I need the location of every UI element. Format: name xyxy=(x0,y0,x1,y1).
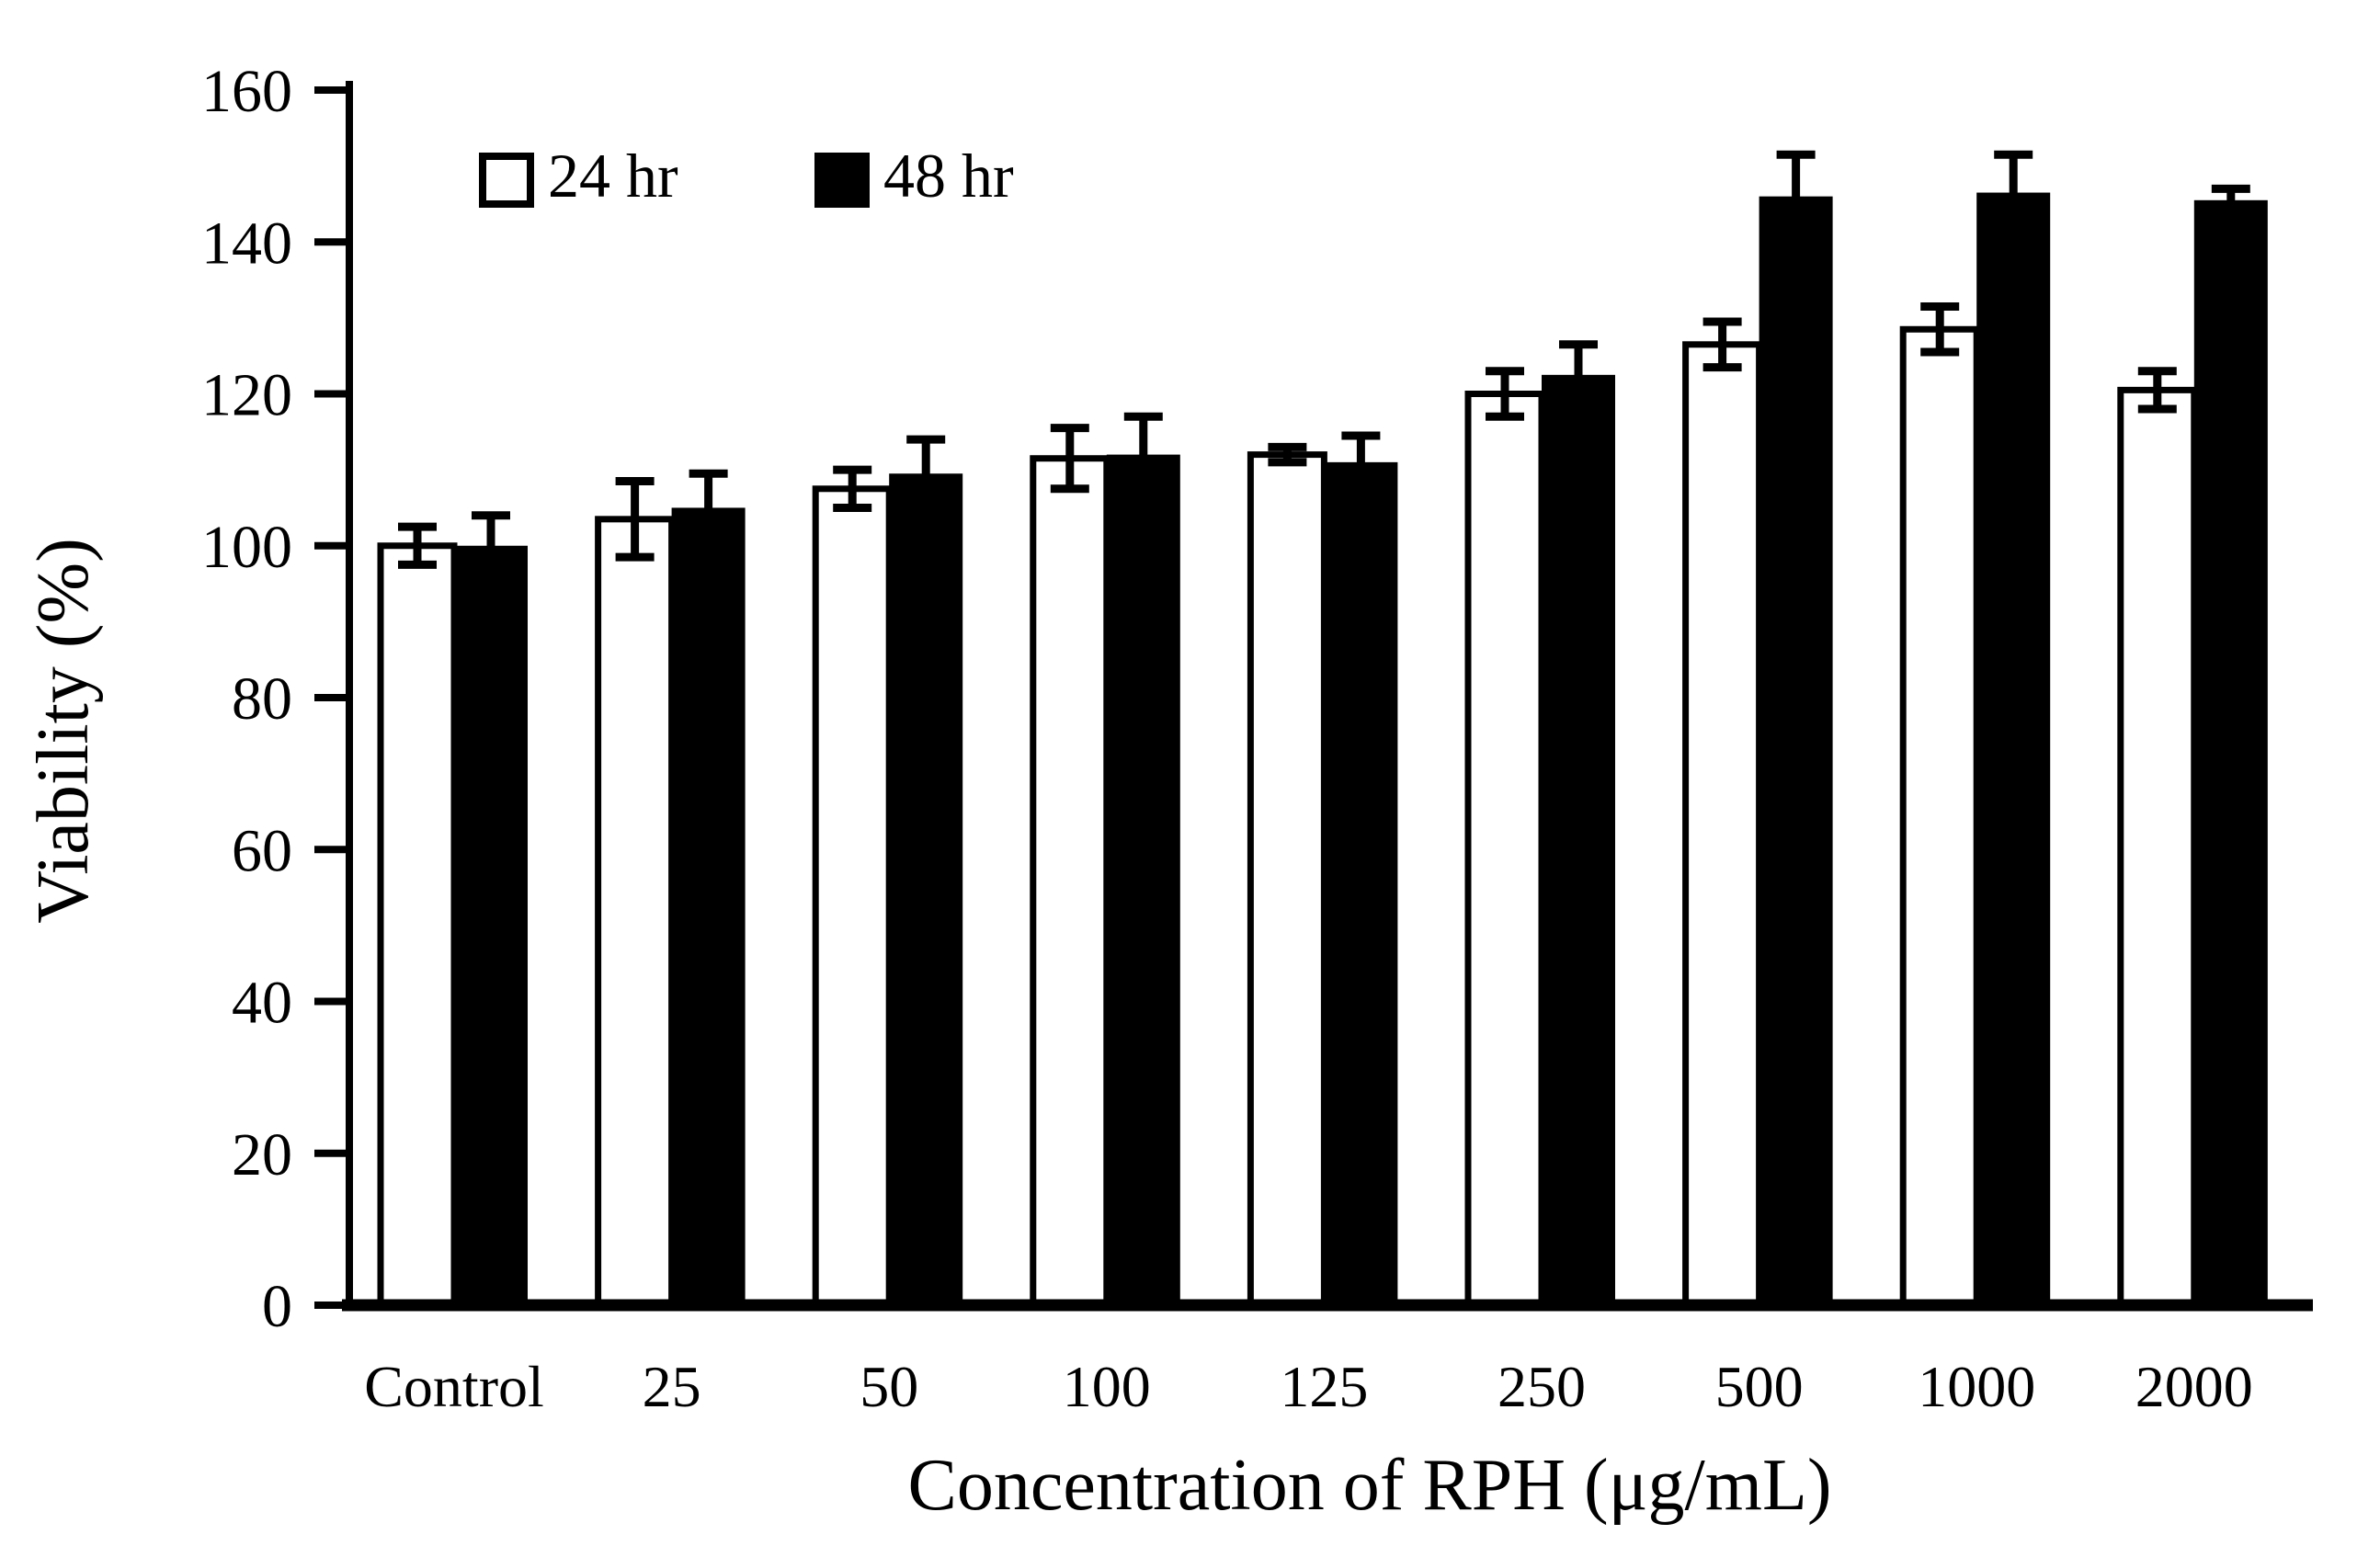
y-tick-label-0: 0 xyxy=(262,1273,292,1340)
bar-group-25 xyxy=(595,469,746,1309)
bar-group-100 xyxy=(1030,412,1180,1309)
bar-48hr-125 xyxy=(1324,461,1398,1305)
bar-48hr-50 xyxy=(889,473,963,1305)
bar-48hr-2000 xyxy=(2193,199,2268,1305)
bar-48hr-25 xyxy=(671,507,746,1305)
bar-24hr-100 xyxy=(1030,455,1110,1309)
y-tick-label-60: 60 xyxy=(232,817,292,884)
y-tick-label-160: 160 xyxy=(201,58,292,125)
errorbar-24hr-25 xyxy=(615,477,655,562)
legend: 24 hr 48 hr xyxy=(479,141,1014,210)
errorbar-48hr-1000 xyxy=(1994,150,2033,235)
bar-24hr-50 xyxy=(812,485,893,1309)
bar-group-control xyxy=(377,511,528,1309)
y-axis-title: Viability (%) xyxy=(23,538,104,924)
errorbar-48hr-500 xyxy=(1776,150,1816,243)
errorbar-48hr-50 xyxy=(906,435,946,512)
bar-group-250 xyxy=(1464,340,1615,1309)
errorbar-24hr-control xyxy=(398,522,437,569)
y-tick-label-80: 80 xyxy=(232,665,292,733)
x-tick-label-25: 25 xyxy=(643,1354,701,1419)
bar-group-125 xyxy=(1247,431,1398,1309)
y-tick-label-120: 120 xyxy=(201,362,292,429)
y-tick-label-140: 140 xyxy=(201,210,292,277)
plot-area xyxy=(377,150,2268,1309)
x-tick-label-250: 250 xyxy=(1497,1354,1586,1419)
legend-label-48hr: 48 hr xyxy=(883,141,1014,210)
x-tick-label-100: 100 xyxy=(1063,1354,1151,1419)
errorbar-24hr-250 xyxy=(1486,367,1524,421)
y-tick-label-40: 40 xyxy=(232,970,292,1037)
bar-48hr-250 xyxy=(1542,374,1615,1305)
bar-24hr-control xyxy=(377,542,458,1309)
bar-48hr-1000 xyxy=(1976,192,2051,1306)
errorbar-48hr-2000 xyxy=(2211,184,2250,216)
bar-24hr-250 xyxy=(1464,391,1545,1309)
bar-24hr-2000 xyxy=(2117,386,2198,1309)
x-tick-label-125: 125 xyxy=(1280,1354,1368,1419)
bar-group-500 xyxy=(1682,150,1833,1309)
legend-swatch-24hr xyxy=(479,153,534,208)
errorbar-48hr-25 xyxy=(689,469,728,547)
errorbar-48hr-control xyxy=(472,511,510,581)
legend-label-24hr: 24 hr xyxy=(548,141,678,210)
bar-48hr-100 xyxy=(1106,454,1180,1306)
bar-24hr-25 xyxy=(595,516,676,1309)
bar-48hr-control xyxy=(454,545,528,1305)
y-tick-label-20: 20 xyxy=(232,1121,292,1188)
y-tick-label-100: 100 xyxy=(201,514,292,581)
bar-24hr-125 xyxy=(1247,451,1327,1309)
bar-group-50 xyxy=(812,435,963,1309)
bar-24hr-1000 xyxy=(1899,325,1980,1309)
x-axis-title: Concentration of RPH (μg/mL) xyxy=(908,1445,1832,1526)
errorbar-24hr-1000 xyxy=(1920,301,1960,357)
errorbar-48hr-100 xyxy=(1123,412,1163,497)
errorbar-48hr-250 xyxy=(1559,340,1598,410)
bar-group-1000 xyxy=(1899,150,2051,1309)
errorbar-24hr-125 xyxy=(1268,442,1307,467)
errorbar-24hr-2000 xyxy=(2137,367,2177,414)
errorbar-24hr-500 xyxy=(1702,317,1742,372)
errorbar-48hr-125 xyxy=(1341,431,1381,494)
x-tick-label-2000: 2000 xyxy=(2135,1354,2253,1419)
errorbar-24hr-100 xyxy=(1050,424,1089,494)
bar-48hr-500 xyxy=(1759,196,1833,1305)
x-tick-label-1000: 1000 xyxy=(1918,1354,2035,1419)
errorbar-24hr-50 xyxy=(833,465,872,512)
x-tick-label-500: 500 xyxy=(1715,1354,1804,1419)
x-tick-label-control: Control xyxy=(364,1354,544,1419)
legend-swatch-48hr xyxy=(814,153,870,208)
bar-24hr-500 xyxy=(1682,341,1763,1309)
x-tick-label-50: 50 xyxy=(860,1354,918,1419)
bar-group-2000 xyxy=(2117,184,2268,1309)
